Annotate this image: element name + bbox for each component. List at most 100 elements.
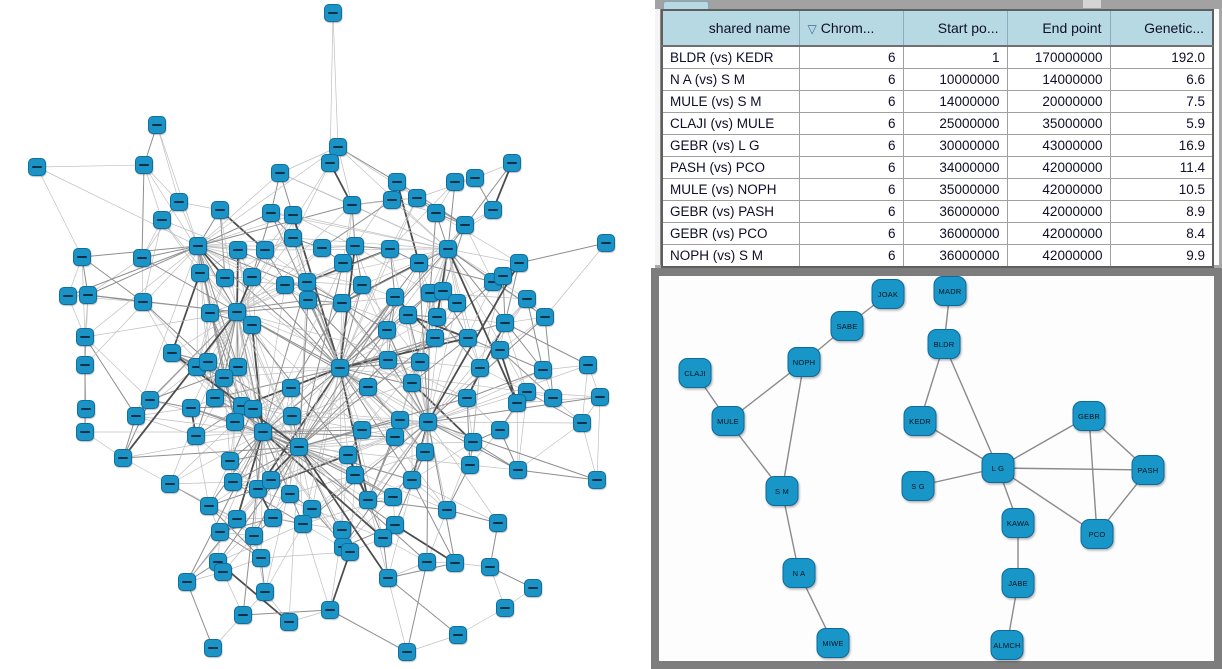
network-node-joak[interactable]: JOAK bbox=[871, 279, 905, 309]
network-node[interactable] bbox=[466, 169, 484, 187]
network-node[interactable] bbox=[170, 193, 188, 211]
column-header-genetic[interactable]: Genetic... bbox=[1109, 9, 1214, 47]
network-node[interactable] bbox=[439, 240, 457, 258]
network-node-pash[interactable]: PASH bbox=[1131, 455, 1165, 485]
cell-genetic[interactable]: 192.0 bbox=[1109, 45, 1214, 69]
network-node[interactable] bbox=[262, 471, 280, 489]
network-node[interactable] bbox=[524, 579, 542, 597]
table-row[interactable]: BLDR (vs) KEDR 6 1 170000000 192.0 bbox=[661, 45, 1214, 69]
cell-start[interactable]: 1 bbox=[902, 45, 1008, 69]
network-node[interactable] bbox=[491, 421, 509, 439]
network-node[interactable] bbox=[234, 606, 252, 624]
network-node[interactable] bbox=[303, 500, 321, 518]
cell-start[interactable]: 34000000 bbox=[902, 156, 1008, 179]
cell-name[interactable]: N A (vs) S M bbox=[661, 68, 800, 91]
network-node[interactable] bbox=[391, 411, 409, 429]
cell-chrom[interactable]: 6 bbox=[798, 134, 904, 157]
table-row[interactable]: PASH (vs) PCO 6 34000000 42000000 11.4 bbox=[661, 156, 1214, 179]
cell-chrom[interactable]: 6 bbox=[798, 156, 904, 179]
network-node[interactable] bbox=[114, 449, 132, 467]
network-node[interactable] bbox=[458, 389, 476, 407]
network-node[interactable] bbox=[428, 308, 446, 326]
network-node[interactable] bbox=[496, 599, 514, 617]
network-node-n-a[interactable]: N A bbox=[782, 558, 816, 588]
cell-genetic[interactable]: 5.9 bbox=[1109, 112, 1214, 135]
network-node[interactable] bbox=[135, 156, 153, 174]
network-node[interactable] bbox=[446, 554, 464, 572]
network-node[interactable] bbox=[446, 173, 464, 191]
network-node[interactable] bbox=[461, 456, 479, 474]
network-node[interactable] bbox=[426, 329, 444, 347]
network-node[interactable] bbox=[418, 553, 436, 571]
network-node[interactable] bbox=[343, 196, 361, 214]
column-header-start-position[interactable]: Start po... bbox=[902, 9, 1008, 47]
cell-end[interactable]: 43000000 bbox=[1006, 134, 1111, 157]
cell-genetic[interactable]: 10.5 bbox=[1109, 178, 1214, 201]
network-node[interactable] bbox=[284, 229, 302, 247]
network-node-almch[interactable]: ALMCH bbox=[990, 630, 1024, 660]
network-node[interactable] bbox=[374, 529, 392, 547]
cell-name[interactable]: MULE (vs) S M bbox=[661, 90, 800, 113]
network-node[interactable] bbox=[386, 428, 404, 446]
network-node[interactable] bbox=[411, 353, 429, 371]
cell-chrom[interactable]: 6 bbox=[798, 68, 904, 91]
network-node[interactable] bbox=[256, 583, 274, 601]
network-node-jabe[interactable]: JABE bbox=[1001, 568, 1035, 598]
panel-corner-tab[interactable] bbox=[663, 1, 709, 9]
column-header-end-point[interactable]: End point bbox=[1006, 9, 1111, 47]
network-node[interactable] bbox=[399, 306, 417, 324]
network-node-s-g[interactable]: S G bbox=[901, 471, 935, 501]
network-node[interactable] bbox=[252, 549, 270, 567]
network-node[interactable] bbox=[346, 466, 364, 484]
cell-chrom[interactable]: 6 bbox=[798, 112, 904, 135]
network-node[interactable] bbox=[134, 293, 152, 311]
network-node[interactable] bbox=[262, 204, 280, 222]
network-node[interactable] bbox=[178, 573, 196, 591]
network-node[interactable] bbox=[346, 237, 364, 255]
network-node[interactable] bbox=[544, 389, 562, 407]
network-node-sabe[interactable]: SABE bbox=[830, 311, 864, 341]
network-node[interactable] bbox=[228, 303, 246, 321]
network-node[interactable] bbox=[388, 173, 406, 191]
network-node[interactable] bbox=[419, 413, 437, 431]
cell-end[interactable]: 42000000 bbox=[1006, 244, 1111, 268]
network-node[interactable] bbox=[221, 452, 239, 470]
network-node[interactable] bbox=[510, 254, 528, 272]
network-node[interactable] bbox=[79, 286, 97, 304]
table-row[interactable]: GEBR (vs) L G 6 30000000 43000000 16.9 bbox=[661, 134, 1214, 157]
network-node[interactable] bbox=[471, 359, 489, 377]
network-node[interactable] bbox=[449, 626, 467, 644]
network-node-l-g[interactable]: L G bbox=[981, 453, 1015, 483]
network-node[interactable] bbox=[484, 201, 502, 219]
network-node[interactable] bbox=[384, 488, 402, 506]
network-node[interactable] bbox=[321, 154, 339, 172]
cell-name[interactable]: NOPH (vs) S M bbox=[661, 244, 800, 268]
table-row[interactable]: N A (vs) S M 6 10000000 14000000 6.6 bbox=[661, 68, 1214, 91]
network-node[interactable] bbox=[283, 407, 301, 425]
network-node[interactable] bbox=[298, 273, 316, 291]
cell-start[interactable]: 25000000 bbox=[902, 112, 1008, 135]
network-node[interactable] bbox=[276, 276, 294, 294]
cell-end[interactable]: 35000000 bbox=[1006, 112, 1111, 135]
network-node[interactable] bbox=[379, 351, 397, 369]
network-node[interactable] bbox=[464, 433, 482, 451]
cell-end[interactable]: 42000000 bbox=[1006, 156, 1111, 179]
network-node[interactable] bbox=[496, 314, 514, 332]
cell-end[interactable]: 42000000 bbox=[1006, 178, 1111, 201]
network-node[interactable] bbox=[503, 154, 521, 172]
network-node[interactable] bbox=[353, 421, 371, 439]
network-node[interactable] bbox=[228, 510, 246, 528]
network-node[interactable] bbox=[386, 288, 404, 306]
filter-icon[interactable]: ▽ bbox=[807, 22, 817, 36]
network-node[interactable] bbox=[187, 427, 205, 445]
network-node-s-m[interactable]: S M bbox=[765, 476, 799, 506]
cell-end[interactable]: 170000000 bbox=[1006, 45, 1111, 69]
network-node[interactable] bbox=[408, 189, 426, 207]
column-header-shared-name[interactable]: shared name bbox=[661, 9, 800, 47]
network-node[interactable] bbox=[334, 254, 352, 272]
cell-start[interactable]: 36000000 bbox=[902, 200, 1008, 223]
network-node[interactable] bbox=[383, 191, 401, 209]
cell-start[interactable]: 35000000 bbox=[902, 178, 1008, 201]
network-node[interactable] bbox=[597, 234, 615, 252]
network-node[interactable] bbox=[534, 361, 552, 379]
